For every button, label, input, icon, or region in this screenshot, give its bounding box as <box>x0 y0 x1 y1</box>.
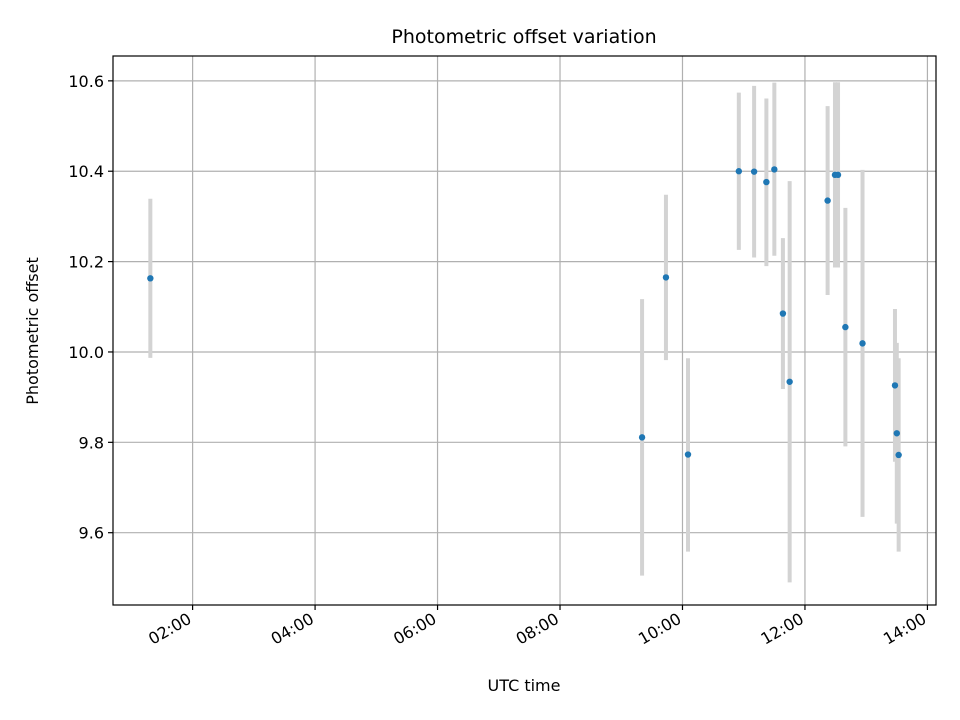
data-point <box>771 166 778 173</box>
y-tick-label: 10.0 <box>68 343 104 362</box>
data-point <box>824 197 831 204</box>
x-axis-title: UTC time <box>488 676 561 695</box>
data-point <box>893 430 901 437</box>
data-point <box>763 178 770 186</box>
data-point <box>895 451 902 459</box>
data-point <box>147 275 154 282</box>
data-point <box>684 451 692 458</box>
y-tick-label: 9.6 <box>79 524 104 543</box>
data-point <box>834 171 842 179</box>
y-tick-label: 10.2 <box>68 253 104 272</box>
data-point <box>891 382 899 389</box>
plot-frame <box>112 55 937 606</box>
y-tick-label: 10.4 <box>68 162 104 181</box>
data-point <box>859 340 866 347</box>
y-axis: 9.6 9.8 10.0 10.2 10.4 10.6 <box>68 72 113 543</box>
data-point <box>638 434 646 441</box>
chart-title: Photometric offset variation <box>391 26 656 48</box>
y-tick-label: 10.6 <box>68 72 104 91</box>
y-axis-title: Photometric offset <box>23 257 42 405</box>
data-points <box>147 166 902 459</box>
data-point <box>786 378 793 385</box>
data-point <box>750 168 758 175</box>
data-point <box>735 168 743 175</box>
data-point <box>779 310 787 317</box>
grid <box>113 56 936 605</box>
data-point <box>842 323 849 331</box>
data-point <box>662 274 670 281</box>
y-tick-label: 9.8 <box>79 433 104 452</box>
